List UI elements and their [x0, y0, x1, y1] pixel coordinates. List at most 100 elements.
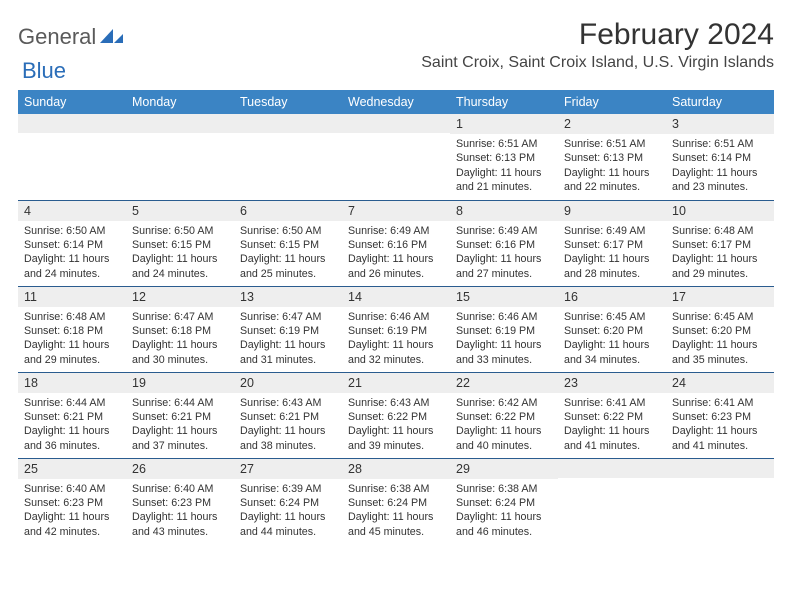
day-number: 22 [450, 373, 558, 393]
calendar-day-cell: 14Sunrise: 6:46 AMSunset: 6:19 PMDayligh… [342, 286, 450, 372]
day-number: 25 [18, 459, 126, 479]
day-number [18, 114, 126, 133]
calendar-head: SundayMondayTuesdayWednesdayThursdayFrid… [18, 90, 774, 114]
day-info: Sunrise: 6:41 AMSunset: 6:22 PMDaylight:… [558, 393, 666, 458]
day-header: Sunday [18, 90, 126, 114]
day-number: 12 [126, 287, 234, 307]
calendar-week-row: 11Sunrise: 6:48 AMSunset: 6:18 PMDayligh… [18, 286, 774, 372]
day-info: Sunrise: 6:39 AMSunset: 6:24 PMDaylight:… [234, 479, 342, 544]
calendar-day-cell: 11Sunrise: 6:48 AMSunset: 6:18 PMDayligh… [18, 286, 126, 372]
day-info: Sunrise: 6:44 AMSunset: 6:21 PMDaylight:… [18, 393, 126, 458]
day-number: 9 [558, 201, 666, 221]
calendar-day-cell: 29Sunrise: 6:38 AMSunset: 6:24 PMDayligh… [450, 458, 558, 544]
calendar-day-cell: 28Sunrise: 6:38 AMSunset: 6:24 PMDayligh… [342, 458, 450, 544]
day-info: Sunrise: 6:38 AMSunset: 6:24 PMDaylight:… [450, 479, 558, 544]
logo-triangle-icon [100, 26, 124, 49]
day-number: 2 [558, 114, 666, 134]
title-block: February 2024 Saint Croix, Saint Croix I… [421, 18, 774, 72]
day-number [666, 459, 774, 478]
calendar-day-cell: 23Sunrise: 6:41 AMSunset: 6:22 PMDayligh… [558, 372, 666, 458]
day-info: Sunrise: 6:41 AMSunset: 6:23 PMDaylight:… [666, 393, 774, 458]
day-number: 10 [666, 201, 774, 221]
day-number: 5 [126, 201, 234, 221]
day-info: Sunrise: 6:51 AMSunset: 6:14 PMDaylight:… [666, 134, 774, 199]
calendar-table: SundayMondayTuesdayWednesdayThursdayFrid… [18, 90, 774, 544]
location-subtitle: Saint Croix, Saint Croix Island, U.S. Vi… [421, 54, 774, 72]
day-info: Sunrise: 6:40 AMSunset: 6:23 PMDaylight:… [18, 479, 126, 544]
calendar-day-cell [342, 114, 450, 200]
calendar-day-cell: 8Sunrise: 6:49 AMSunset: 6:16 PMDaylight… [450, 200, 558, 286]
day-info: Sunrise: 6:49 AMSunset: 6:16 PMDaylight:… [342, 221, 450, 286]
day-number [126, 114, 234, 133]
logo-text-general: General [18, 24, 96, 50]
calendar-day-cell: 4Sunrise: 6:50 AMSunset: 6:14 PMDaylight… [18, 200, 126, 286]
day-info: Sunrise: 6:51 AMSunset: 6:13 PMDaylight:… [450, 134, 558, 199]
calendar-day-cell: 18Sunrise: 6:44 AMSunset: 6:21 PMDayligh… [18, 372, 126, 458]
day-number: 16 [558, 287, 666, 307]
day-info: Sunrise: 6:47 AMSunset: 6:18 PMDaylight:… [126, 307, 234, 372]
day-info: Sunrise: 6:51 AMSunset: 6:13 PMDaylight:… [558, 134, 666, 199]
day-info: Sunrise: 6:50 AMSunset: 6:14 PMDaylight:… [18, 221, 126, 286]
calendar-day-cell [234, 114, 342, 200]
logo-text-blue: Blue [22, 58, 66, 84]
calendar-day-cell: 16Sunrise: 6:45 AMSunset: 6:20 PMDayligh… [558, 286, 666, 372]
calendar-day-cell: 9Sunrise: 6:49 AMSunset: 6:17 PMDaylight… [558, 200, 666, 286]
day-number: 26 [126, 459, 234, 479]
day-info: Sunrise: 6:40 AMSunset: 6:23 PMDaylight:… [126, 479, 234, 544]
calendar-day-cell [126, 114, 234, 200]
day-number: 13 [234, 287, 342, 307]
day-number: 14 [342, 287, 450, 307]
calendar-day-cell: 21Sunrise: 6:43 AMSunset: 6:22 PMDayligh… [342, 372, 450, 458]
calendar-day-cell: 3Sunrise: 6:51 AMSunset: 6:14 PMDaylight… [666, 114, 774, 200]
day-number: 18 [18, 373, 126, 393]
day-header-row: SundayMondayTuesdayWednesdayThursdayFrid… [18, 90, 774, 114]
day-number [342, 114, 450, 133]
calendar-day-cell: 20Sunrise: 6:43 AMSunset: 6:21 PMDayligh… [234, 372, 342, 458]
day-number: 20 [234, 373, 342, 393]
day-header: Monday [126, 90, 234, 114]
calendar-day-cell: 2Sunrise: 6:51 AMSunset: 6:13 PMDaylight… [558, 114, 666, 200]
day-number: 28 [342, 459, 450, 479]
day-header: Wednesday [342, 90, 450, 114]
calendar-day-cell [18, 114, 126, 200]
day-header: Thursday [450, 90, 558, 114]
day-info: Sunrise: 6:44 AMSunset: 6:21 PMDaylight:… [126, 393, 234, 458]
logo: General [18, 24, 126, 50]
page-title: February 2024 [421, 18, 774, 52]
calendar-body: 1Sunrise: 6:51 AMSunset: 6:13 PMDaylight… [18, 114, 774, 544]
day-number [234, 114, 342, 133]
day-info: Sunrise: 6:49 AMSunset: 6:17 PMDaylight:… [558, 221, 666, 286]
day-number: 8 [450, 201, 558, 221]
day-info: Sunrise: 6:43 AMSunset: 6:21 PMDaylight:… [234, 393, 342, 458]
day-number: 3 [666, 114, 774, 134]
calendar-day-cell [666, 458, 774, 544]
day-info: Sunrise: 6:47 AMSunset: 6:19 PMDaylight:… [234, 307, 342, 372]
day-header: Saturday [666, 90, 774, 114]
calendar-day-cell: 7Sunrise: 6:49 AMSunset: 6:16 PMDaylight… [342, 200, 450, 286]
calendar-day-cell: 6Sunrise: 6:50 AMSunset: 6:15 PMDaylight… [234, 200, 342, 286]
day-info: Sunrise: 6:42 AMSunset: 6:22 PMDaylight:… [450, 393, 558, 458]
calendar-day-cell: 27Sunrise: 6:39 AMSunset: 6:24 PMDayligh… [234, 458, 342, 544]
day-info: Sunrise: 6:43 AMSunset: 6:22 PMDaylight:… [342, 393, 450, 458]
calendar-day-cell: 5Sunrise: 6:50 AMSunset: 6:15 PMDaylight… [126, 200, 234, 286]
calendar-day-cell: 26Sunrise: 6:40 AMSunset: 6:23 PMDayligh… [126, 458, 234, 544]
day-number: 1 [450, 114, 558, 134]
day-number: 27 [234, 459, 342, 479]
calendar-week-row: 18Sunrise: 6:44 AMSunset: 6:21 PMDayligh… [18, 372, 774, 458]
calendar-day-cell: 22Sunrise: 6:42 AMSunset: 6:22 PMDayligh… [450, 372, 558, 458]
calendar-day-cell: 24Sunrise: 6:41 AMSunset: 6:23 PMDayligh… [666, 372, 774, 458]
calendar-day-cell: 13Sunrise: 6:47 AMSunset: 6:19 PMDayligh… [234, 286, 342, 372]
calendar-day-cell: 17Sunrise: 6:45 AMSunset: 6:20 PMDayligh… [666, 286, 774, 372]
day-number [558, 459, 666, 478]
day-number: 4 [18, 201, 126, 221]
day-number: 29 [450, 459, 558, 479]
day-info: Sunrise: 6:48 AMSunset: 6:17 PMDaylight:… [666, 221, 774, 286]
calendar-day-cell: 19Sunrise: 6:44 AMSunset: 6:21 PMDayligh… [126, 372, 234, 458]
day-info: Sunrise: 6:48 AMSunset: 6:18 PMDaylight:… [18, 307, 126, 372]
day-number: 19 [126, 373, 234, 393]
day-number: 7 [342, 201, 450, 221]
day-number: 11 [18, 287, 126, 307]
day-header: Tuesday [234, 90, 342, 114]
day-number: 23 [558, 373, 666, 393]
day-number: 24 [666, 373, 774, 393]
